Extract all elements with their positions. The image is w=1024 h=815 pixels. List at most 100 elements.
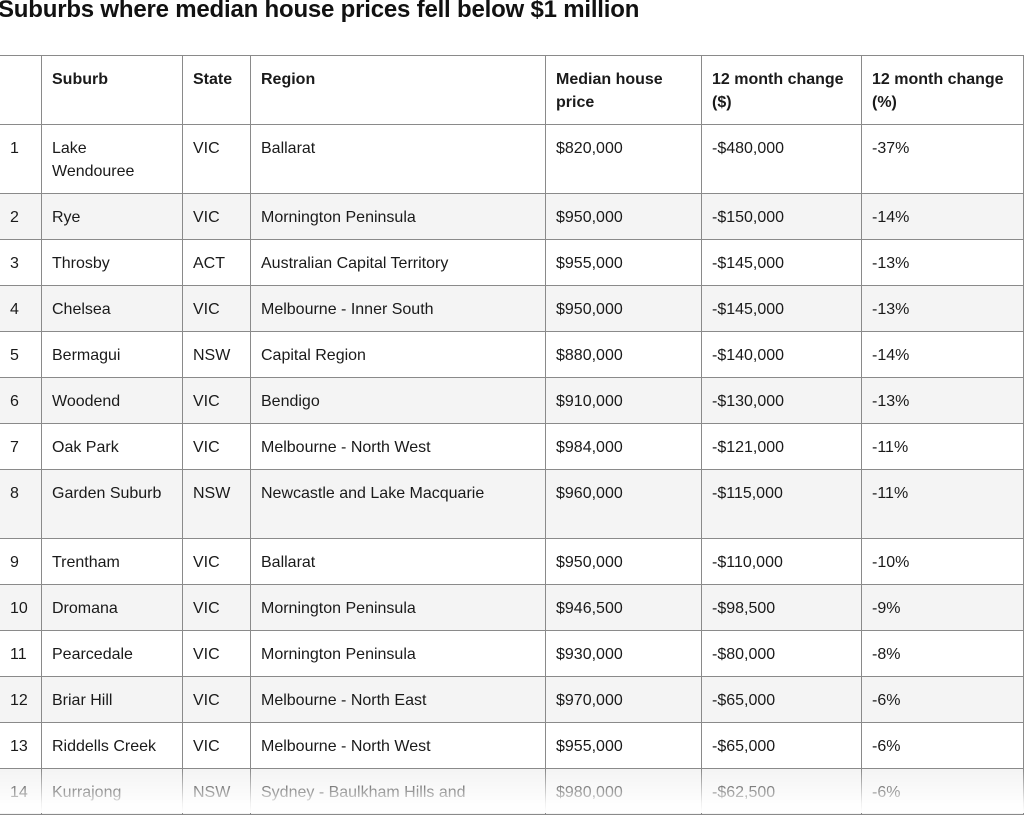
header-state: State <box>182 55 251 125</box>
cell-state: VIC <box>182 423 251 470</box>
cell-state: VIC <box>182 584 251 631</box>
cell-rank: 9 <box>0 538 42 585</box>
cell-median-price: $955,000 <box>545 722 702 769</box>
cell-state: NSW <box>182 469 251 539</box>
cell-change-percent: -8% <box>861 630 1024 677</box>
cell-change-dollar: -$65,000 <box>701 676 862 723</box>
cell-suburb: Woodend <box>41 377 183 424</box>
table-row: 7 Oak Park VIC Melbourne - North West $9… <box>0 423 1024 470</box>
table-row: 12 Briar Hill VIC Melbourne - North East… <box>0 676 1024 723</box>
cell-suburb: Trentham <box>41 538 183 585</box>
header-change-percent: 12 month change (%) <box>861 55 1024 125</box>
cell-rank: 11 <box>0 630 42 677</box>
cell-change-percent: -6% <box>861 722 1024 769</box>
header-rank <box>0 55 42 125</box>
suburb-price-table: Suburb State Region Median house price 1… <box>0 55 1024 815</box>
cell-change-percent: -11% <box>861 469 1024 539</box>
header-region: Region <box>250 55 546 125</box>
cell-change-dollar: -$62,500 <box>701 768 862 815</box>
cell-change-dollar: -$121,000 <box>701 423 862 470</box>
header-change-dollar: 12 month change ($) <box>701 55 862 125</box>
table-row: 3 Throsby ACT Australian Capital Territo… <box>0 239 1024 286</box>
table-row: 11 Pearcedale VIC Mornington Peninsula $… <box>0 630 1024 677</box>
cell-region: Melbourne - North West <box>250 423 546 470</box>
cell-change-percent: -14% <box>861 193 1024 240</box>
table-row: 4 Chelsea VIC Melbourne - Inner South $9… <box>0 285 1024 332</box>
cell-change-percent: -14% <box>861 331 1024 378</box>
table-row: 2 Rye VIC Mornington Peninsula $950,000 … <box>0 193 1024 240</box>
cell-state: VIC <box>182 285 251 332</box>
cell-rank: 12 <box>0 676 42 723</box>
cell-suburb: Garden Suburb <box>41 469 183 539</box>
cell-rank: 14 <box>0 768 42 815</box>
table-row: 13 Riddells Creek VIC Melbourne - North … <box>0 722 1024 769</box>
cell-region: Newcastle and Lake Macquarie <box>250 469 546 539</box>
cell-change-percent: -13% <box>861 285 1024 332</box>
cell-state: ACT <box>182 239 251 286</box>
cell-state: VIC <box>182 377 251 424</box>
table-header-row: Suburb State Region Median house price 1… <box>0 55 1024 125</box>
cell-median-price: $950,000 <box>545 285 702 332</box>
cell-region: Mornington Peninsula <box>250 584 546 631</box>
cell-state: NSW <box>182 768 251 815</box>
cell-change-dollar: -$145,000 <box>701 239 862 286</box>
cell-state: VIC <box>182 676 251 723</box>
cell-region: Sydney - Baulkham Hills and <box>250 768 546 815</box>
cell-change-dollar: -$480,000 <box>701 124 862 194</box>
cell-suburb: Lake Wendouree <box>41 124 183 194</box>
cell-suburb: Riddells Creek <box>41 722 183 769</box>
cell-region: Bendigo <box>250 377 546 424</box>
cell-region: Mornington Peninsula <box>250 193 546 240</box>
cell-rank: 5 <box>0 331 42 378</box>
cell-region: Australian Capital Territory <box>250 239 546 286</box>
cell-median-price: $950,000 <box>545 193 702 240</box>
cell-change-percent: -10% <box>861 538 1024 585</box>
table-row: 10 Dromana VIC Mornington Peninsula $946… <box>0 584 1024 631</box>
cell-rank: 13 <box>0 722 42 769</box>
cell-median-price: $970,000 <box>545 676 702 723</box>
cell-change-percent: -6% <box>861 676 1024 723</box>
cell-median-price: $984,000 <box>545 423 702 470</box>
cell-change-percent: -6% <box>861 768 1024 815</box>
cell-change-percent: -13% <box>861 377 1024 424</box>
cell-rank: 2 <box>0 193 42 240</box>
cell-change-dollar: -$140,000 <box>701 331 862 378</box>
cell-median-price: $880,000 <box>545 331 702 378</box>
cell-rank: 8 <box>0 469 42 539</box>
cell-state: VIC <box>182 124 251 194</box>
cell-change-dollar: -$145,000 <box>701 285 862 332</box>
table-row: 5 Bermagui NSW Capital Region $880,000 -… <box>0 331 1024 378</box>
cell-suburb: Kurrajong <box>41 768 183 815</box>
cell-median-price: $910,000 <box>545 377 702 424</box>
cell-change-percent: -13% <box>861 239 1024 286</box>
cell-region: Melbourne - North West <box>250 722 546 769</box>
page-title: Suburbs where median house prices fell b… <box>0 0 640 23</box>
cell-change-percent: -37% <box>861 124 1024 194</box>
cell-region: Ballarat <box>250 538 546 585</box>
cell-change-dollar: -$150,000 <box>701 193 862 240</box>
cell-suburb: Throsby <box>41 239 183 286</box>
table-row: 9 Trentham VIC Ballarat $950,000 -$110,0… <box>0 538 1024 585</box>
cell-change-dollar: -$130,000 <box>701 377 862 424</box>
cell-suburb: Dromana <box>41 584 183 631</box>
cell-change-dollar: -$110,000 <box>701 538 862 585</box>
cell-rank: 4 <box>0 285 42 332</box>
cell-state: VIC <box>182 538 251 585</box>
cell-region: Melbourne - North East <box>250 676 546 723</box>
cell-suburb: Briar Hill <box>41 676 183 723</box>
cell-median-price: $980,000 <box>545 768 702 815</box>
cell-region: Melbourne - Inner South <box>250 285 546 332</box>
header-suburb: Suburb <box>41 55 183 125</box>
cell-change-dollar: -$115,000 <box>701 469 862 539</box>
cell-region: Capital Region <box>250 331 546 378</box>
cell-change-dollar: -$98,500 <box>701 584 862 631</box>
cell-state: VIC <box>182 630 251 677</box>
cell-median-price: $946,500 <box>545 584 702 631</box>
cell-suburb: Chelsea <box>41 285 183 332</box>
cell-median-price: $950,000 <box>545 538 702 585</box>
table-row: 14 Kurrajong NSW Sydney - Baulkham Hills… <box>0 768 1024 815</box>
cell-rank: 1 <box>0 124 42 194</box>
cell-change-percent: -11% <box>861 423 1024 470</box>
header-median-price: Median house price <box>545 55 702 125</box>
cell-median-price: $820,000 <box>545 124 702 194</box>
